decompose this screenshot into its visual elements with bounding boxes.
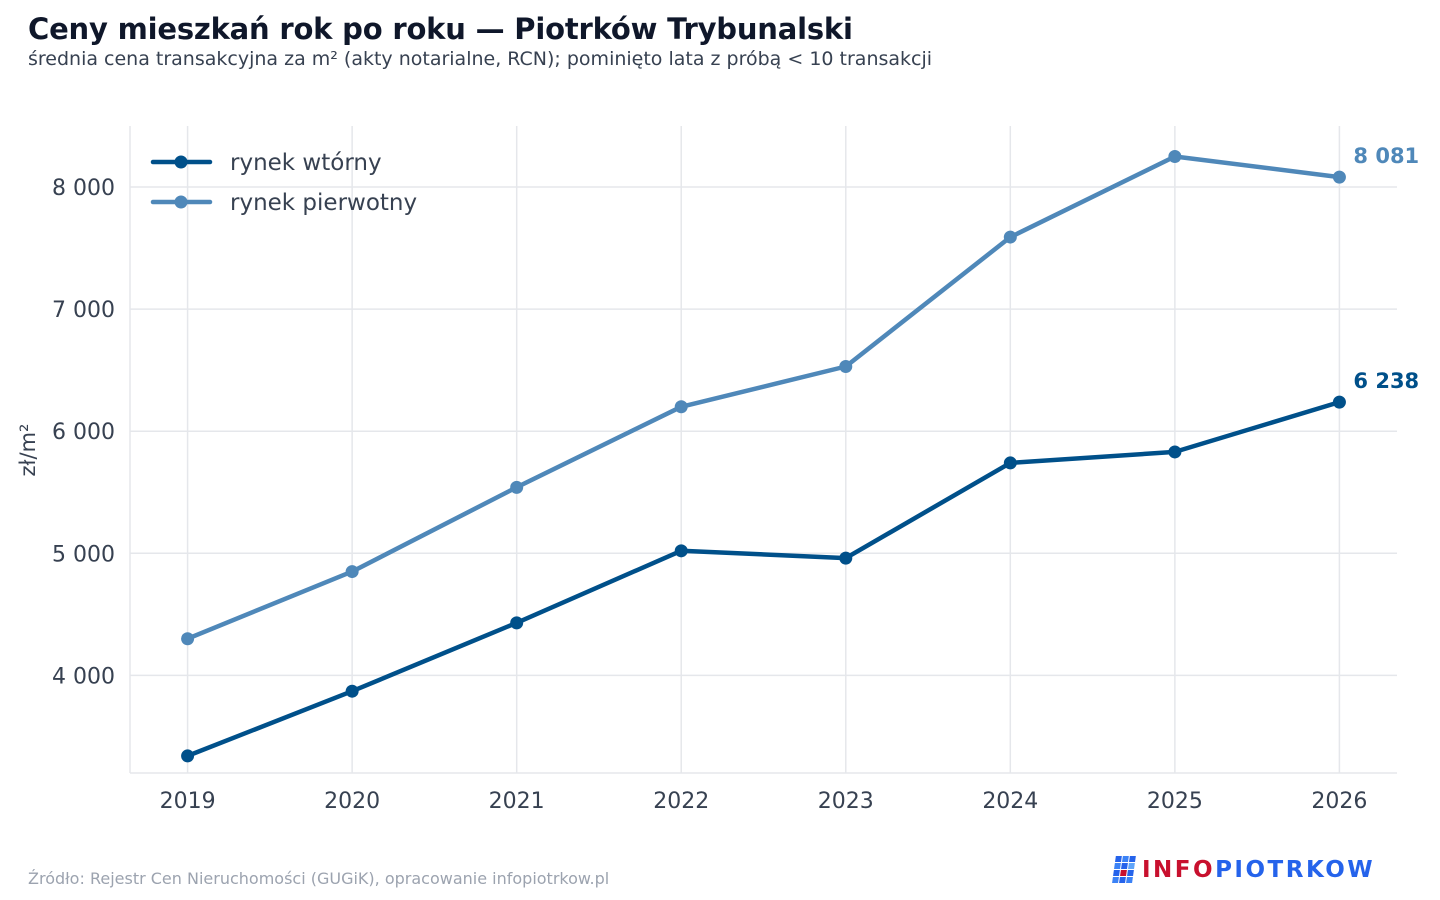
data-point — [181, 632, 195, 646]
data-point — [674, 400, 688, 414]
brand-logo: INFOPIOTRKOW — [1112, 852, 1412, 888]
data-point — [674, 544, 688, 558]
data-point — [839, 359, 853, 373]
x-tick-label: 2020 — [324, 789, 380, 814]
y-axis-label: zł/m² — [16, 424, 40, 477]
chart-title: Ceny mieszkań rok po roku — Piotrków Try… — [28, 12, 853, 46]
series-line-pierwotny — [185, 154, 1342, 641]
data-point — [345, 565, 359, 579]
legend-swatch-marker — [174, 155, 188, 169]
brand-text-piotrkow: PIOTRKOW — [1215, 857, 1376, 883]
x-tick-label: 2026 — [1311, 789, 1367, 814]
end-value-label: 6 238 — [1353, 369, 1419, 393]
data-point — [510, 616, 524, 630]
brand-text-info: INFO — [1142, 857, 1216, 883]
y-tick-label: 8 000 — [52, 176, 115, 201]
data-point — [1003, 230, 1017, 244]
axes: 4 000 5 000 6 000 7 000 8 000 2019 2020 2021 202… — [16, 126, 1397, 814]
end-value-label: 8 081 — [1353, 144, 1419, 168]
data-point — [345, 684, 359, 698]
legend-swatch-marker — [174, 195, 188, 209]
y-tick-label: 6 000 — [52, 420, 115, 445]
data-point — [839, 551, 853, 565]
data-point — [510, 480, 524, 494]
y-tick-label: 7 000 — [52, 298, 115, 323]
series-line-wtorny — [185, 399, 1342, 759]
data-point — [1168, 150, 1182, 164]
series-lines — [181, 150, 1346, 763]
data-point — [1332, 395, 1346, 409]
x-tick-label: 2023 — [818, 789, 874, 814]
x-tick-label: 2019 — [160, 789, 216, 814]
chart-subtitle: średnia cena transakcyjna za m² (akty no… — [28, 48, 933, 70]
legend: rynek wtórny rynek pierwotny — [150, 150, 417, 216]
x-tick-label: 2025 — [1147, 789, 1203, 814]
data-point — [1168, 445, 1182, 459]
y-tick-label: 5 000 — [52, 542, 115, 567]
source-note: Źródło: Rejestr Cen Nieruchomości (GUGiK… — [28, 869, 610, 888]
brand-grid-icon — [1112, 856, 1136, 883]
legend-label: rynek pierwotny — [230, 190, 417, 216]
legend-label: rynek wtórny — [230, 150, 382, 176]
grid-lines — [130, 126, 1397, 773]
end-labels: 8 081 6 238 — [1353, 144, 1419, 393]
data-point — [1003, 456, 1017, 470]
y-tick-label: 4 000 — [52, 664, 115, 689]
data-point — [1332, 170, 1346, 184]
data-point — [181, 749, 195, 763]
x-tick-label: 2021 — [489, 789, 545, 814]
x-tick-label: 2022 — [653, 789, 709, 814]
x-tick-label: 2024 — [982, 789, 1038, 814]
